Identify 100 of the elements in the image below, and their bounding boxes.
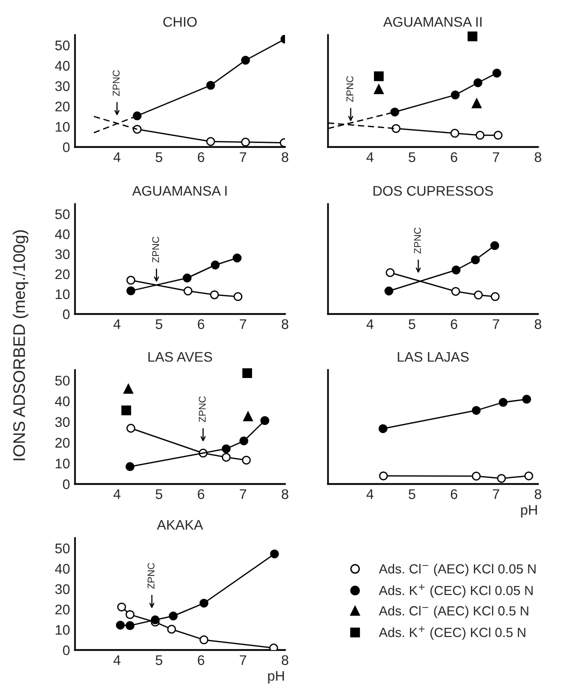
x-tick-label: 4 <box>366 152 374 162</box>
x-tick-label: 5 <box>156 152 162 162</box>
chart-title: AKAKA <box>156 520 204 530</box>
x-tick-label: 8 <box>282 655 288 666</box>
point <box>242 368 252 378</box>
point <box>222 444 231 454</box>
point <box>490 241 500 250</box>
point <box>168 612 178 620</box>
x-tick-label: 4 <box>113 152 120 162</box>
point <box>123 384 134 394</box>
y-tick-label: 20 <box>55 102 70 112</box>
y-tick-label: 30 <box>55 584 70 594</box>
y-tick-label: 10 <box>56 122 70 132</box>
point <box>126 276 136 285</box>
point <box>243 412 253 422</box>
x-tick-label: 7 <box>492 319 500 329</box>
x-tick-label: 6 <box>198 489 204 500</box>
point <box>450 128 460 138</box>
legend-label: Ads. K$^{+}$ (CEC) KCl 0.05 N <box>378 584 533 598</box>
point <box>378 424 388 434</box>
point <box>476 130 484 140</box>
point <box>132 111 142 120</box>
point <box>470 255 480 264</box>
point <box>239 436 248 446</box>
point <box>126 610 134 620</box>
point <box>206 137 216 146</box>
point <box>474 290 483 300</box>
point <box>473 78 482 88</box>
x-axis-title: pH <box>521 505 537 518</box>
point <box>117 602 126 612</box>
y-tick-label: 40 <box>55 396 70 406</box>
x-axis-title: pH <box>268 671 284 684</box>
x-tick-label: 8 <box>282 489 288 500</box>
y-tick-label: 40 <box>55 564 70 574</box>
point <box>199 598 208 608</box>
x-tick-label: 8 <box>282 319 288 330</box>
y-tick-label: 50 <box>55 209 70 220</box>
chart-title: DOS CUPRESSOS <box>374 186 493 196</box>
point <box>384 286 394 296</box>
point <box>260 416 270 426</box>
x-tick-label: 5 <box>156 655 162 666</box>
point <box>378 471 388 480</box>
legend-label: Ads. Cl$^{−}$ (AEC) KCl 0.5 N <box>378 606 528 618</box>
point <box>126 424 136 433</box>
chart-title: CHIO <box>163 16 197 27</box>
point <box>468 32 478 42</box>
point <box>472 406 481 415</box>
point <box>490 292 500 302</box>
x-tick-label: 6 <box>450 319 458 330</box>
annotation: ZPNC <box>152 236 160 262</box>
point <box>472 472 481 481</box>
x-tick-label: 5 <box>156 489 162 500</box>
x-tick-label: 4 <box>366 489 374 499</box>
point <box>497 474 506 483</box>
chart-title: AGUAMANSA II <box>383 16 482 27</box>
point <box>472 98 482 108</box>
y-tick-label: 50 <box>55 40 70 50</box>
point <box>374 84 384 94</box>
point <box>234 292 242 302</box>
x-tick-label: 5 <box>408 319 416 330</box>
y-tick-label: 0 <box>62 142 70 152</box>
point <box>241 138 250 147</box>
point <box>150 615 160 624</box>
point <box>374 71 384 82</box>
y-tick-label: 30 <box>55 249 70 260</box>
point <box>210 260 220 270</box>
x-tick-label: 6 <box>450 152 458 162</box>
x-tick-label: 6 <box>198 152 204 162</box>
point <box>167 624 176 634</box>
y-tick-label: 20 <box>55 604 70 614</box>
x-tick-label: 8 <box>282 152 288 162</box>
x-tick-label: 7 <box>240 152 246 162</box>
y-axis-title: IONS ADSORBED (meq./100g) <box>12 230 28 460</box>
point <box>524 471 534 480</box>
x-tick-label: 4 <box>366 319 374 329</box>
annotation: ZPNC <box>112 70 120 96</box>
x-tick-label: 6 <box>198 319 204 330</box>
y-tick-label: 40 <box>55 229 70 240</box>
y-tick-label: 50 <box>55 544 70 554</box>
point <box>451 286 460 296</box>
x-tick-label: 5 <box>156 319 162 330</box>
point <box>242 456 251 465</box>
point <box>126 621 134 630</box>
point <box>121 406 132 416</box>
x-tick-label: 8 <box>534 489 542 500</box>
annotation: ZPNC <box>198 396 206 422</box>
point <box>522 394 532 404</box>
y-tick-label: 30 <box>55 81 70 92</box>
chart-title: AGUAMANSA I <box>132 186 227 196</box>
point <box>270 549 279 558</box>
x-tick-label: 7 <box>240 655 246 665</box>
point <box>184 286 192 296</box>
point <box>182 274 192 282</box>
point <box>386 268 395 278</box>
annotation: ZPNC <box>346 76 354 102</box>
point <box>390 108 400 116</box>
x-tick-label: 5 <box>408 152 416 162</box>
point <box>210 290 219 300</box>
point <box>492 68 502 78</box>
point <box>199 635 208 644</box>
